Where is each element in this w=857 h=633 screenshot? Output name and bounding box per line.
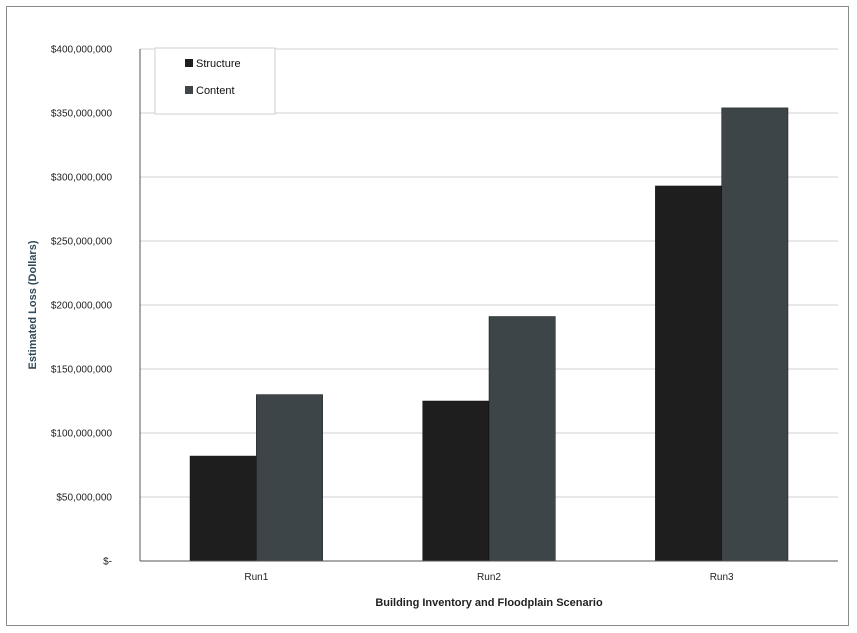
x-axis-title: Building Inventory and Floodplain Scenar… bbox=[375, 597, 603, 609]
y-tick-label: $100,000,000 bbox=[51, 429, 113, 440]
y-axis-title: Estimated Loss (Dollars) bbox=[27, 240, 39, 369]
bar-content-run2 bbox=[488, 316, 556, 562]
x-tick-label: Run1 bbox=[244, 572, 268, 583]
y-tick-label: $250,000,000 bbox=[51, 237, 113, 248]
y-tick-label: $400,000,000 bbox=[51, 45, 113, 56]
x-tick-label: Run3 bbox=[710, 572, 734, 583]
x-tick-labels: Run1 Run2 Run3 bbox=[244, 572, 734, 583]
y-tick-label: $50,000,000 bbox=[56, 493, 112, 504]
y-tick-label: $350,000,000 bbox=[51, 109, 113, 120]
bar-structure-run3 bbox=[655, 185, 722, 562]
legend: Structure Content bbox=[154, 47, 276, 115]
legend-box bbox=[154, 47, 276, 115]
y-tick-label: $200,000,000 bbox=[51, 301, 113, 312]
bars bbox=[189, 107, 789, 562]
bar-content-run1 bbox=[256, 394, 323, 562]
y-tick-label: $150,000,000 bbox=[51, 365, 113, 376]
bar-structure-run1 bbox=[189, 455, 257, 562]
y-tick-labels: $- $50,000,000 $100,000,000 $150,000,000 $20… bbox=[51, 45, 113, 568]
legend-swatch-content bbox=[185, 86, 193, 94]
bar-content-run3 bbox=[721, 107, 789, 562]
legend-swatch-structure bbox=[185, 59, 193, 67]
x-tick-label: Run2 bbox=[477, 572, 501, 583]
y-tick-label: $300,000,000 bbox=[51, 173, 113, 184]
y-tick-label: $- bbox=[103, 557, 112, 568]
legend-label-content: Content bbox=[196, 85, 235, 97]
axes bbox=[139, 49, 838, 562]
bar-structure-run2 bbox=[422, 400, 490, 562]
legend-label-structure: Structure bbox=[196, 58, 241, 70]
